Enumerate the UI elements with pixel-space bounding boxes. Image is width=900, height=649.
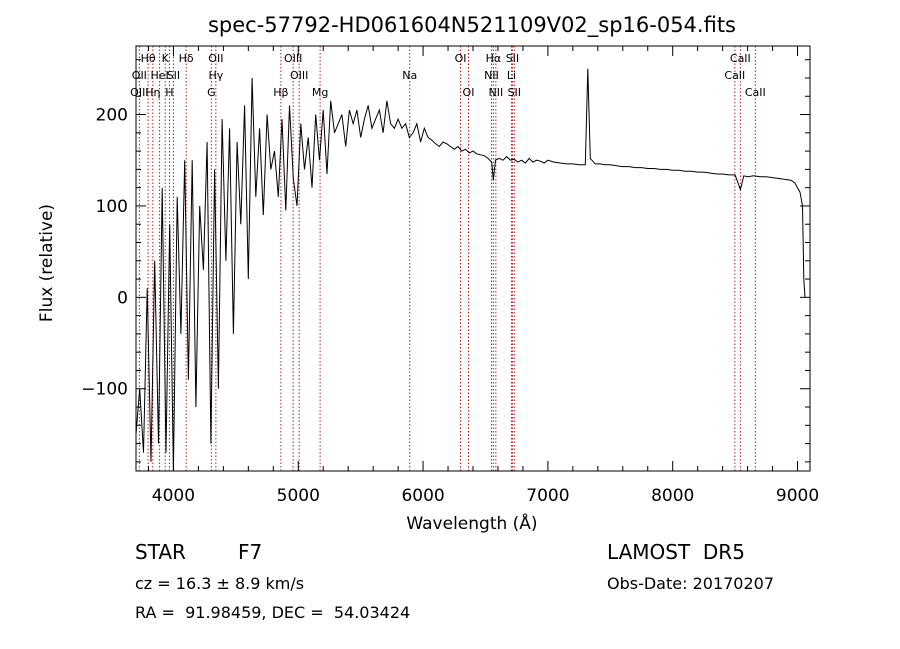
spectral-line-label: NII	[484, 69, 499, 82]
observation-date: Obs-Date: 20170207	[607, 574, 775, 593]
spectral-line-label: HeI	[150, 69, 168, 82]
spectral-line-label: Hα	[486, 52, 502, 65]
spectral-line-label: OIII	[130, 86, 148, 99]
spectral-line-label: Li	[507, 69, 516, 82]
spectral-line-label: OIII	[290, 69, 308, 82]
spectrum-chart: spec-57792-HD061604N521109V02_sp16-054.f…	[37, 13, 819, 534]
y-tick-label: 200	[96, 106, 128, 126]
spectral-line-label: G	[207, 86, 216, 99]
spectral-line-label: OI	[463, 86, 475, 99]
spectral-line-label: H	[165, 86, 173, 99]
spectral-line-label: Hβ	[273, 86, 288, 99]
object-class: STAR	[135, 540, 186, 564]
y-axis-label: Flux (relative)	[37, 204, 57, 322]
spectral-line-markers	[138, 46, 756, 471]
x-axis: 4000 5000 6000 7000 8000 9000	[147, 46, 819, 506]
spectral-line-label: SII	[167, 69, 180, 82]
spectral-line-label: Mg	[312, 86, 328, 99]
spectral-line-label: OII	[132, 69, 147, 82]
x-tick-label: 6000	[401, 486, 444, 506]
spectral-line-label: Hθ	[141, 52, 156, 65]
spectral-line-label: Hη	[145, 86, 160, 99]
x-tick-label: 4000	[152, 486, 195, 506]
spectrum-series-line	[135, 68, 806, 472]
redshift-readout: cz = 16.3 ± 8.9 km/s	[135, 574, 305, 593]
spectral-line-label: CaII	[745, 86, 766, 99]
x-axis-label: Wavelength (Å)	[406, 512, 537, 534]
y-tick-label: 100	[96, 197, 128, 217]
spectral-line-label: Hγ	[208, 69, 223, 82]
spectral-line-label: SII	[508, 86, 521, 99]
y-tick-label: −100	[81, 380, 128, 400]
y-tick-label: 0	[117, 288, 128, 308]
object-subclass: F7	[238, 540, 263, 564]
y-axis: −100 0 100 200	[81, 59, 810, 463]
spectral-line-label: K	[162, 52, 170, 65]
spectral-line-label: OIII	[284, 52, 302, 65]
spectral-line-label: SII	[506, 52, 519, 65]
survey-name: LAMOST DR5	[607, 540, 745, 564]
plot-frame	[135, 45, 811, 472]
spectral-line-label: OI	[455, 52, 467, 65]
chart-title: spec-57792-HD061604N521109V02_sp16-054.f…	[208, 13, 736, 38]
spectral-line-label: Na	[402, 69, 417, 82]
spectral-line-label: Hδ	[179, 52, 194, 65]
spectral-line-label: CaII	[730, 52, 751, 65]
spectral-line-label: CaII	[724, 69, 745, 82]
x-tick-label: 9000	[776, 486, 819, 506]
x-tick-label: 8000	[651, 486, 694, 506]
x-tick-label: 7000	[526, 486, 569, 506]
spectral-line-label: OII	[208, 52, 223, 65]
spectral-line-label: NII	[488, 86, 503, 99]
coordinates-readout: RA = 91.98459, DEC = 54.03424	[135, 603, 411, 622]
x-tick-label: 5000	[277, 486, 320, 506]
